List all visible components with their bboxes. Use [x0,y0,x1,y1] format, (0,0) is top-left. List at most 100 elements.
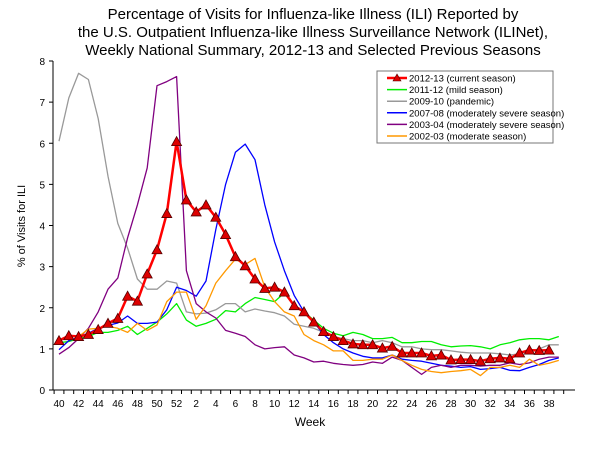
x-tick-label: 6 [233,399,239,410]
x-tick-label: 2 [193,399,199,410]
data-point-triangle [82,328,95,339]
legend-entry: 2007-08 (moderately severe season) [409,108,564,119]
data-point-triangle [347,338,359,349]
x-tick-label: 36 [524,399,536,410]
data-point-triangle [317,325,330,337]
data-point-triangle [180,194,193,205]
data-point-triangle [278,286,291,297]
x-tick-label: 4 [213,399,219,410]
series-line [58,143,559,372]
y-tick-label: 1 [39,345,45,356]
data-point-triangle [141,268,153,279]
data-point-triangle [533,344,545,355]
data-point-triangle [308,316,320,327]
data-point-triangle [376,342,389,353]
data-point-triangle [386,340,398,351]
chart-title-line-3: Weekly National Summary, 2012-13 and Sel… [85,42,541,59]
data-point-triangle [494,352,506,363]
data-point-triangle [151,243,163,255]
x-tick-label: 8 [252,399,258,410]
data-point-triangle [484,352,496,364]
chart-title-line-2: the U.S. Outpatient Influenza-like Illne… [78,24,548,41]
data-point-triangle [337,334,349,346]
x-tick-label: 12 [289,399,301,410]
x-axis-label: Week [295,415,326,429]
x-tick-label: 20 [367,399,379,410]
x-tick-label: 24 [406,399,418,410]
x-tick-label: 16 [328,399,340,410]
data-point-triangle [327,330,340,341]
legend-entry: 2012-13 (current season) [409,74,516,85]
data-point-triangle [464,353,477,364]
x-tick-label: 44 [93,399,105,410]
data-point-triangle [229,250,242,262]
y-axis-label: % of Visits for ILI [16,185,28,267]
x-tick-label: 10 [269,399,281,410]
x-tick-label: 18 [347,399,359,410]
data-point-triangle [112,312,124,323]
data-point-triangle [249,273,261,284]
data-point-triangle [53,334,65,346]
data-point-triangle [268,281,281,292]
x-tick-label: 22 [387,399,399,410]
data-point-triangle [190,206,202,217]
x-tick-label: 40 [53,399,65,410]
data-point-triangle [298,306,310,317]
data-point-triangle [406,347,418,358]
data-point-triangle [92,323,104,334]
y-tick-label: 7 [39,98,45,109]
y-tick-label: 4 [39,222,45,233]
legend-entry: 2011-12 (mild season) [409,85,503,96]
series-line [58,257,559,377]
legend-entry: 2009-10 (pandemic) [409,97,494,108]
legend-box [376,70,554,144]
x-tick-label: 38 [543,399,555,410]
x-tick-label: 50 [151,399,163,410]
data-point-triangle [415,347,428,358]
data-point-triangle [200,199,212,210]
x-tick-label: 26 [426,399,438,410]
x-tick-label: 48 [132,399,144,410]
x-tick-label: 34 [504,399,516,410]
data-point-triangle [121,290,134,301]
data-point-triangle [504,352,516,364]
y-tick-label: 5 [39,180,45,191]
data-point-triangle [425,350,438,361]
data-point-triangle [72,330,85,341]
x-tick-label: 52 [171,399,183,410]
x-tick-label: 32 [485,399,497,410]
data-point-triangle [455,353,467,364]
y-tick-label: 0 [39,386,45,397]
legend-entry: 2003-04 (moderately severe season) [409,120,564,131]
data-point-triangle [543,344,555,355]
data-point-triangle [210,211,222,222]
chart-title: Percentage of Visits for Influenza-like … [78,6,548,59]
series-line [58,75,559,376]
chart-title-line-1: Percentage of Visits for Influenza-like … [108,6,519,23]
data-point-triangle [523,344,536,355]
data-point-triangle [513,347,526,358]
data-point-triangle [63,329,75,341]
legend-entry: 2002-03 (moderate season) [409,132,526,143]
data-point-triangle [102,317,114,328]
data-point-triangle [435,349,447,360]
y-tick-label: 8 [39,57,45,68]
y-tick-label: 2 [39,304,45,315]
legend-triangle-icon [392,73,402,82]
x-tick-label: 14 [308,399,320,410]
data-point-triangle [288,299,300,311]
data-point-triangle [170,135,183,147]
y-tick-label: 6 [39,139,45,150]
data-point-triangle [131,295,144,306]
x-tick-label: 42 [73,399,85,410]
y-tick-label: 3 [39,263,45,274]
data-point-triangle [239,259,251,271]
x-tick-label: 30 [465,399,477,410]
data-point-triangle [445,354,457,365]
data-point-triangle [259,282,271,293]
data-point-triangle [161,207,173,218]
data-point-triangle [219,228,232,239]
data-point-triangle [357,338,369,350]
